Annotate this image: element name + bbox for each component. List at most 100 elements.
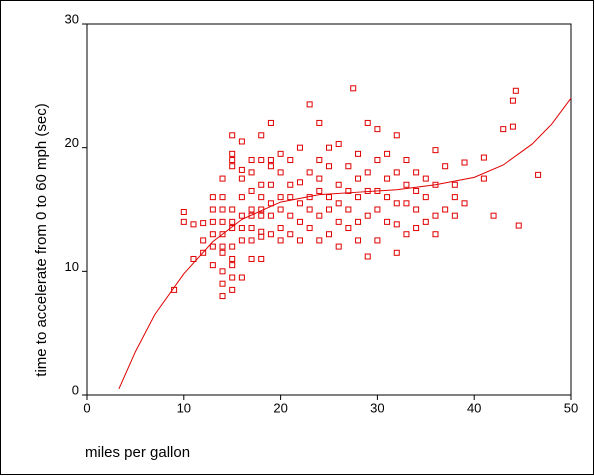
point [277, 206, 284, 213]
point [364, 212, 371, 219]
point [229, 255, 236, 262]
point [200, 237, 207, 244]
point [238, 166, 245, 173]
point [350, 85, 357, 92]
x-tick-label: 10 [177, 400, 191, 415]
point [345, 225, 352, 232]
point [335, 243, 342, 250]
point [335, 181, 342, 188]
point [277, 169, 284, 176]
point [277, 225, 284, 232]
point [509, 97, 516, 104]
point [209, 231, 216, 238]
point [316, 212, 323, 219]
point [190, 255, 197, 262]
point [326, 144, 332, 151]
point [219, 231, 226, 238]
point [238, 237, 245, 244]
point [364, 169, 371, 176]
point [258, 157, 265, 164]
point [432, 147, 439, 154]
point [515, 222, 522, 229]
point [316, 119, 323, 126]
point [238, 225, 245, 232]
x-tick-label: 0 [83, 400, 90, 415]
point [512, 87, 519, 94]
point [355, 237, 362, 244]
point [335, 140, 342, 147]
point [219, 206, 226, 213]
point [422, 175, 429, 182]
point [200, 249, 207, 256]
point [229, 218, 236, 225]
point [480, 175, 487, 182]
point [451, 181, 458, 188]
point [306, 169, 313, 176]
plot-frame [86, 23, 572, 396]
point [422, 194, 429, 201]
point [403, 157, 410, 164]
point [296, 179, 303, 186]
point [258, 228, 265, 235]
point [374, 237, 381, 244]
point [258, 255, 265, 262]
point [219, 218, 226, 225]
point [287, 212, 294, 219]
point [209, 194, 216, 201]
point [393, 249, 400, 256]
point [229, 243, 236, 250]
point [219, 249, 226, 256]
point [500, 126, 507, 133]
point [316, 175, 323, 182]
point [248, 255, 255, 262]
point [248, 237, 255, 244]
point [326, 231, 332, 238]
point [209, 206, 216, 213]
y-tick-label: 0 [72, 382, 79, 397]
point [316, 157, 323, 164]
point [316, 237, 323, 244]
point [277, 237, 284, 244]
x-tick-label: 20 [273, 400, 287, 415]
point [190, 221, 197, 228]
point [238, 212, 245, 219]
point [384, 194, 391, 201]
point [267, 119, 274, 126]
point [384, 218, 391, 225]
point [238, 175, 245, 182]
point [432, 212, 439, 219]
point [461, 200, 468, 207]
x-axis-title: miles per gallon [85, 444, 190, 461]
point [258, 132, 265, 139]
point [432, 231, 439, 238]
point [335, 200, 342, 207]
point [393, 200, 400, 207]
point [326, 163, 332, 170]
point [229, 225, 236, 232]
point [403, 200, 410, 207]
point [296, 200, 303, 207]
point [267, 163, 274, 170]
point [480, 154, 487, 161]
point [219, 280, 226, 287]
point [461, 159, 468, 166]
point [326, 206, 332, 213]
point [267, 212, 274, 219]
point [258, 181, 265, 188]
point [374, 157, 381, 164]
point [238, 194, 245, 201]
point [355, 175, 362, 182]
point [267, 200, 274, 207]
point [258, 212, 265, 219]
point [374, 126, 381, 133]
point [422, 218, 429, 225]
point [403, 181, 410, 188]
point [490, 212, 497, 219]
x-tick-label: 50 [564, 400, 578, 415]
point [248, 157, 255, 164]
point [393, 221, 400, 228]
point [287, 181, 294, 188]
point [413, 169, 420, 176]
fit-line [118, 97, 572, 390]
